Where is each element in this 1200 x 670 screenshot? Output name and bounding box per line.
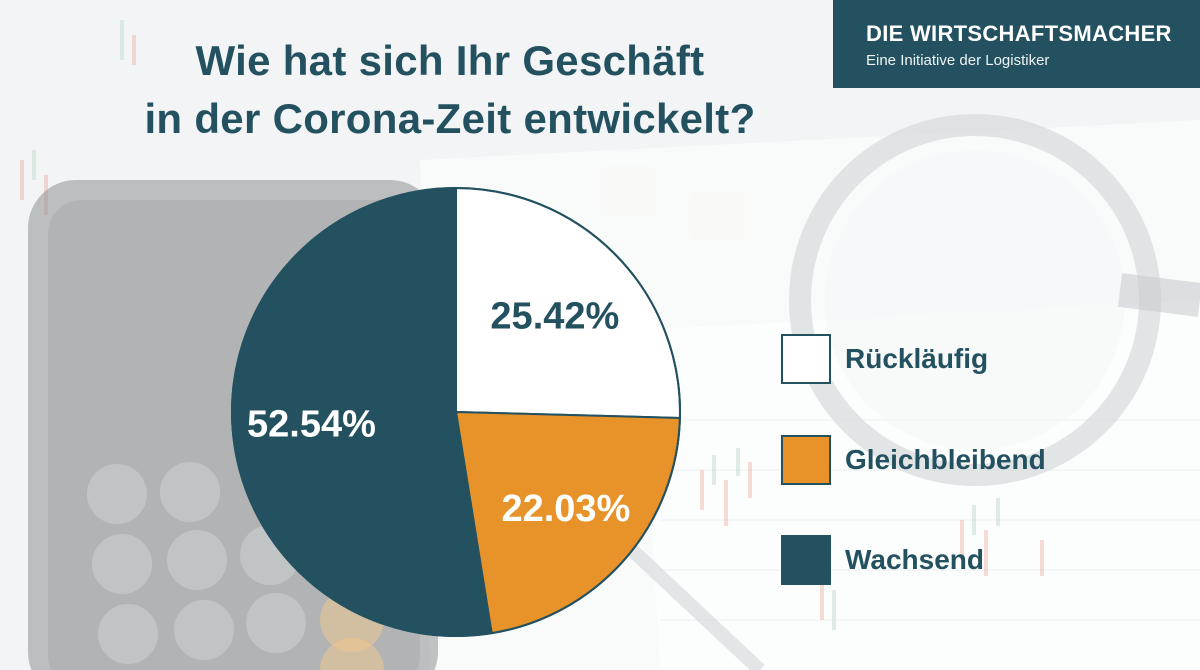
- brand-logo-box: DIE WIRTSCHAFTSMACHER Eine Initiative de…: [833, 0, 1200, 88]
- brand-name: DIE WIRTSCHAFTSMACHER: [866, 21, 1172, 46]
- legend-item-wachsend: Wachsend: [781, 534, 984, 586]
- legend-item-rucklaufig: Rückläufig: [781, 333, 988, 385]
- pie-label-rucklaufig: 25.42%: [490, 296, 619, 338]
- pie-label-gleichbleibend: 22.03%: [501, 488, 630, 530]
- legend-label-wachsend: Wachsend: [845, 544, 984, 575]
- pie-label-wachsend: 52.54%: [247, 404, 376, 446]
- brand-tagline: Eine Initiative der Logistiker: [866, 52, 1050, 69]
- legend-swatch-rucklaufig: [781, 334, 831, 384]
- legend-item-gleichbleibend: Gleichbleibend: [781, 434, 1046, 486]
- title-line-2: in der Corona-Zeit entwickelt?: [144, 95, 756, 142]
- legend-swatch-gleichbleibend: [781, 435, 831, 485]
- legend-swatch-wachsend: [781, 535, 831, 585]
- pie-outline: [231, 187, 681, 637]
- page-title: Wie hat sich Ihr Geschäft in der Corona-…: [0, 32, 900, 148]
- title-line-1: Wie hat sich Ihr Geschäft: [195, 37, 705, 84]
- legend-label-rucklaufig: Rückläufig: [845, 343, 989, 374]
- legend-label-gleichbleibend: Gleichbleibend: [845, 444, 1046, 475]
